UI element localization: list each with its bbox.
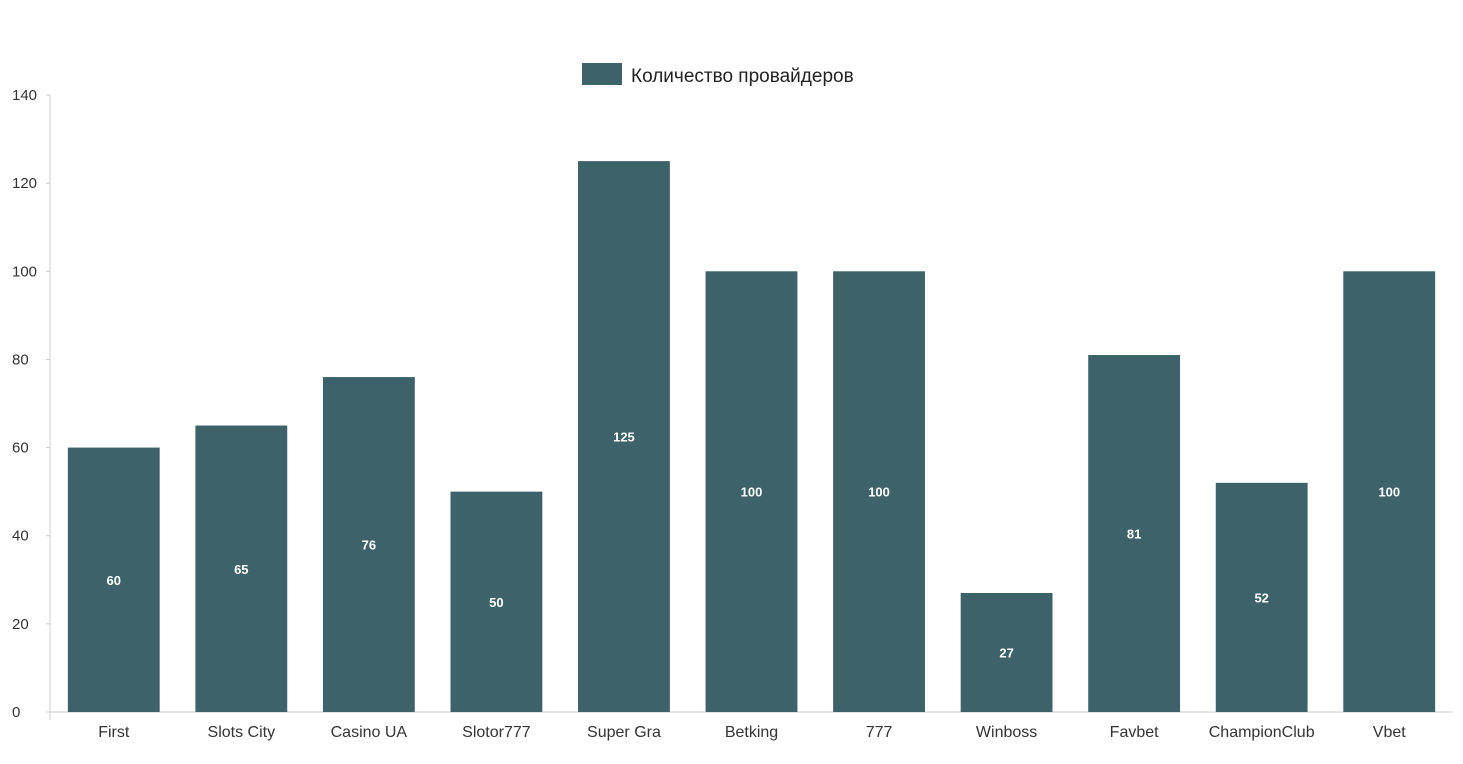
- x-tick-label: 777: [866, 724, 893, 741]
- data-label: 76: [362, 538, 376, 553]
- legend: Количество провайдеров: [582, 63, 854, 87]
- data-label: 60: [107, 573, 121, 588]
- x-tick-label: Betking: [725, 724, 778, 741]
- x-tick-label: Slotor777: [462, 724, 531, 741]
- x-tick-label: First: [98, 724, 130, 741]
- data-label: 27: [999, 646, 1013, 661]
- bar: [1215, 482, 1308, 712]
- y-tick-label: 100: [12, 263, 37, 280]
- bar: [1343, 271, 1436, 712]
- x-tick-label: Favbet: [1110, 724, 1159, 741]
- bar: [1088, 355, 1181, 712]
- y-tick-label: 60: [12, 440, 29, 457]
- y-tick-label: 20: [12, 616, 29, 633]
- bar: [960, 593, 1053, 712]
- y-axis: 0 20 40 60 80 100 120 140: [12, 87, 51, 721]
- bar: [450, 491, 543, 712]
- bar: [578, 161, 670, 712]
- data-label: 52: [1254, 590, 1268, 605]
- data-labels: 60 65 76 50 125 100 100 27 81 52 100: [107, 430, 1401, 661]
- data-label: 100: [741, 485, 763, 500]
- legend-swatch: [582, 63, 622, 85]
- data-label: 100: [868, 485, 890, 500]
- data-label: 125: [613, 430, 635, 445]
- data-label: 81: [1127, 527, 1141, 542]
- data-label: 65: [234, 562, 248, 577]
- y-tick-label: 120: [12, 175, 37, 192]
- bar: [322, 377, 415, 712]
- x-tick-label: Super Gra: [587, 724, 661, 741]
- x-axis: First Slots City Casino UA Slotor777 Super G…: [50, 711, 1453, 741]
- data-label: 100: [1378, 485, 1400, 500]
- y-tick-label: 0: [12, 704, 20, 721]
- bar: [705, 271, 798, 712]
- legend-label: Количество провайдеров: [631, 66, 854, 87]
- x-tick-label: Casino UA: [331, 724, 408, 741]
- bar: [195, 425, 288, 712]
- x-tick-label: Slots City: [208, 724, 276, 741]
- x-tick-label: ChampionClub: [1209, 724, 1315, 741]
- bar: [67, 447, 160, 712]
- bar: [833, 271, 925, 712]
- y-tick-label: 80: [12, 351, 29, 368]
- x-tick-label: Vbet: [1373, 724, 1406, 741]
- y-tick-label: 40: [12, 528, 29, 545]
- x-tick-label: Winboss: [976, 724, 1037, 741]
- y-tick-label: 140: [12, 87, 37, 104]
- bars: [67, 161, 1436, 712]
- data-label: 50: [489, 595, 503, 610]
